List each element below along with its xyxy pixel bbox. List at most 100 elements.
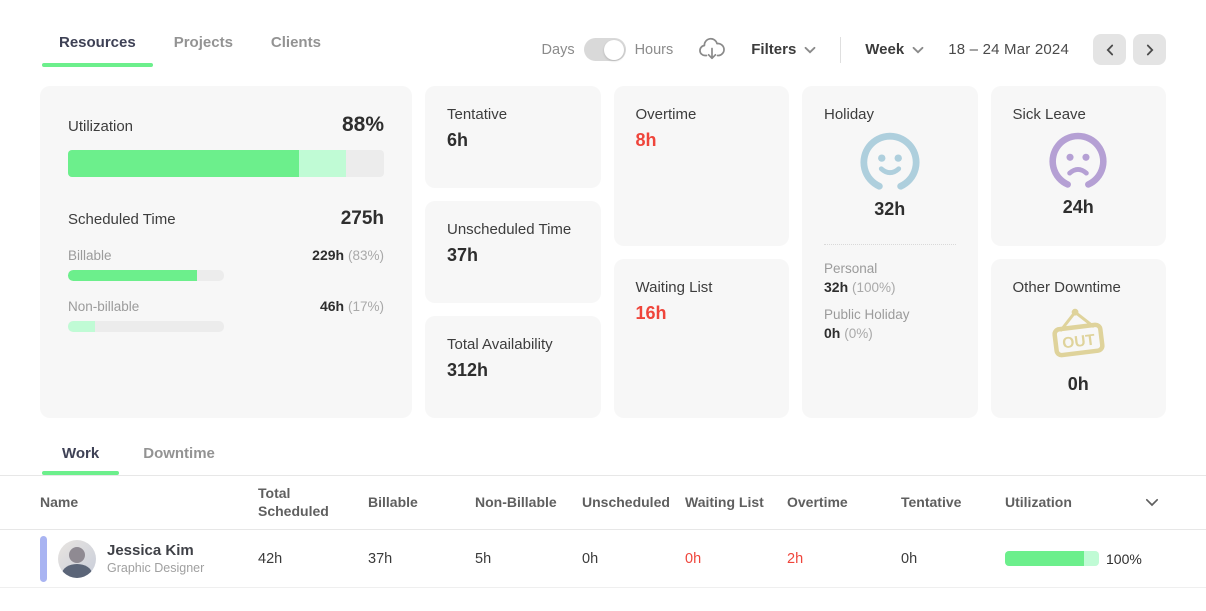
main-tabs: Resources Projects Clients xyxy=(40,30,340,67)
column-header-total-scheduled[interactable]: Total Scheduled xyxy=(258,485,329,519)
chevron-right-icon xyxy=(1146,44,1154,56)
billable-bar xyxy=(68,270,224,281)
cloud-download-icon xyxy=(697,36,727,64)
cell-tentative: 0h xyxy=(901,550,918,567)
list-tabs: Work Downtime xyxy=(40,441,1166,475)
filters-label: Filters xyxy=(751,41,797,58)
summary-cards: Utilization 88% Scheduled Time 275h Bill… xyxy=(40,86,1166,418)
table-header-row: Name Total Scheduled Billable Non-Billab… xyxy=(0,476,1206,530)
column-header-waiting-list[interactable]: Waiting List xyxy=(685,493,764,510)
billable-label: Billable xyxy=(68,248,112,263)
cell-total-scheduled: 42h xyxy=(258,550,283,567)
unscheduled-time-card: Unscheduled Time 37h xyxy=(425,201,601,303)
public-holiday-value: 0h xyxy=(824,325,841,341)
table-row[interactable]: Jessica Kim Graphic Designer 42h 37h 5h … xyxy=(0,530,1206,588)
column-header-tentative[interactable]: Tentative xyxy=(901,493,962,510)
waiting-list-value: 16h xyxy=(635,302,667,323)
tentative-label: Tentative xyxy=(447,106,508,123)
billable-value: 229h xyxy=(312,247,345,263)
holiday-card: Holiday 32h Personal 32h (100%) Public H… xyxy=(802,86,978,418)
switch-knob xyxy=(604,39,625,60)
total-availability-label: Total Availability xyxy=(447,336,553,353)
waiting-list-label: Waiting List xyxy=(635,278,713,296)
prev-week-button[interactable] xyxy=(1093,34,1126,65)
date-nav xyxy=(1093,34,1166,65)
days-hours-toggle-group: Days Hours xyxy=(541,38,674,61)
tab-resources[interactable]: Resources xyxy=(40,30,155,67)
column-header-utilization[interactable]: Utilization xyxy=(1005,493,1072,510)
toolbar-divider xyxy=(840,36,842,63)
column-header-overtime[interactable]: Overtime xyxy=(787,493,848,510)
toolbar: Days Hours Filters xyxy=(542,30,1166,65)
public-holiday-label: Public Holiday xyxy=(824,307,910,322)
days-hours-switch[interactable] xyxy=(583,38,626,61)
toggle-left-label: Days xyxy=(541,41,575,58)
column-header-unscheduled[interactable]: Unscheduled xyxy=(582,493,670,510)
row-accent-bar xyxy=(40,535,47,582)
utilization-bar-billable-segment xyxy=(68,150,299,177)
unscheduled-time-label: Unscheduled Time xyxy=(447,221,572,238)
row-utilization-bar-mint xyxy=(1083,551,1099,566)
billable-bar-fill xyxy=(68,270,198,281)
total-availability-value: 312h xyxy=(447,360,489,380)
cell-non-billable: 5h xyxy=(475,550,492,567)
tab-clients[interactable]: Clients xyxy=(270,34,321,51)
out-sign-text: OUT xyxy=(1062,331,1097,352)
filters-dropdown[interactable]: Filters xyxy=(751,41,816,58)
column-settings-button[interactable] xyxy=(1145,498,1173,507)
chevron-down-icon xyxy=(1145,498,1159,507)
tab-downtime[interactable]: Downtime xyxy=(143,445,215,462)
non-billable-bar xyxy=(68,321,224,332)
billable-percent: (83%) xyxy=(347,248,384,263)
utilization-value: 88% xyxy=(341,113,384,136)
resources-table: Name Total Scheduled Billable Non-Billab… xyxy=(0,476,1206,588)
out-sign-icon: OUT xyxy=(1013,304,1145,368)
non-billable-bar-fill xyxy=(68,321,95,332)
non-billable-label: Non-billable xyxy=(68,299,140,314)
total-availability-card: Total Availability 312h xyxy=(425,316,601,418)
public-holiday-percent: (0%) xyxy=(844,326,873,341)
holiday-label: Holiday xyxy=(824,106,875,123)
overtime-card: Overtime 8h xyxy=(613,86,789,246)
non-billable-value: 46h xyxy=(319,298,345,314)
holiday-column: Holiday 32h Personal 32h (100%) Public H… xyxy=(802,86,978,418)
chevron-left-icon xyxy=(1106,44,1114,56)
non-billable-metric: Non-billable 46h (17%) xyxy=(68,298,384,332)
tab-work[interactable]: Work xyxy=(40,441,121,475)
cell-billable: 37h xyxy=(368,550,393,567)
column-header-non-billable[interactable]: Non-Billable xyxy=(475,493,557,510)
tentative-card: Tentative 6h xyxy=(425,86,601,188)
top-bar: Resources Projects Clients Days Hours xyxy=(0,0,1206,67)
smiley-face-icon xyxy=(824,131,956,193)
sick-leave-card: Sick Leave 24h xyxy=(990,86,1166,246)
personal-holiday-label: Personal xyxy=(824,261,878,276)
utilization-card: Utilization 88% Scheduled Time 275h Bill… xyxy=(40,86,412,418)
person-role: Graphic Designer xyxy=(107,561,205,575)
utilization-bar-tentative-segment xyxy=(298,150,347,177)
utilization-column: Utilization 88% Scheduled Time 275h Bill… xyxy=(40,86,412,418)
downtime-column: Sick Leave 24h Other Downtime xyxy=(990,86,1166,418)
period-dropdown[interactable]: Week xyxy=(865,41,924,58)
tab-projects[interactable]: Projects xyxy=(173,34,233,51)
column-header-billable[interactable]: Billable xyxy=(368,493,418,510)
overtime-value: 8h xyxy=(635,130,657,150)
personal-holiday-percent: (100%) xyxy=(852,280,896,295)
avatar xyxy=(58,539,96,578)
utilization-bar xyxy=(68,150,384,177)
other-downtime-label: Other Downtime xyxy=(1012,278,1121,296)
person-cell: Jessica Kim Graphic Designer xyxy=(40,535,258,582)
person-name[interactable]: Jessica Kim xyxy=(107,542,194,559)
toggle-right-label: Hours xyxy=(634,41,674,58)
other-downtime-value: 0h xyxy=(1067,373,1089,394)
export-button[interactable] xyxy=(697,36,727,64)
personal-holiday-value: 32h xyxy=(824,279,849,295)
column-header-name[interactable]: Name xyxy=(40,493,79,510)
holiday-divider xyxy=(824,244,956,245)
scheduled-time-value: 275h xyxy=(340,208,384,229)
holiday-value: 32h xyxy=(874,199,906,219)
cell-overtime: 2h xyxy=(787,550,804,567)
overtime-label: Overtime xyxy=(635,106,697,123)
next-week-button[interactable] xyxy=(1133,34,1166,65)
cell-waiting-list: 0h xyxy=(685,550,702,567)
